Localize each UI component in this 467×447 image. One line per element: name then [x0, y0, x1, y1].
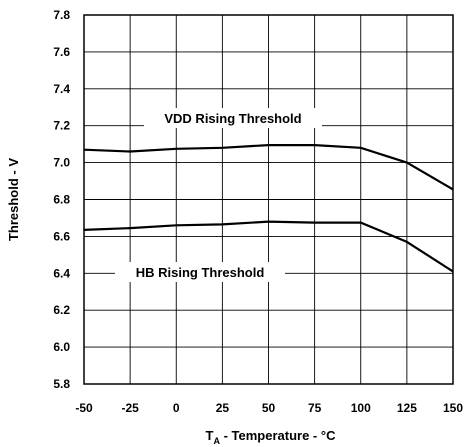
- x-tick-label: 50: [262, 401, 276, 415]
- y-tick-label: 7.8: [53, 8, 70, 22]
- y-axis-label: Threshold - V: [6, 158, 21, 241]
- y-tick-label: 6.6: [53, 229, 70, 243]
- x-tick-label: -25: [121, 401, 139, 415]
- y-tick-labels: 7.8 7.6 7.4 7.2 7.0 6.8 6.6 6.4 6.2 6.0 5.8: [53, 8, 70, 391]
- series-label-bg: [115, 262, 285, 282]
- y-tick-label: 7.6: [53, 45, 70, 59]
- y-tick-label: 6.8: [53, 193, 70, 207]
- x-tick-label: 25: [216, 401, 230, 415]
- series-label-1: VDD Rising Threshold: [164, 111, 301, 126]
- y-tick-label: 7.2: [53, 119, 70, 133]
- x-tick-label: -50: [75, 401, 93, 415]
- series-label-2: HB Rising Threshold: [136, 265, 265, 280]
- grid: [83, 14, 454, 385]
- series-line-1: [83, 144, 454, 191]
- y-tick-label: 6.4: [53, 266, 70, 280]
- x-tick-label: 0: [173, 401, 180, 415]
- x-axis-label-rest: - Temperature - °C: [220, 428, 336, 443]
- series-label-bg: [144, 108, 322, 128]
- x-axis-label-sub: A: [213, 436, 220, 446]
- x-tick-labels: -50 -25 0 25 50 75 100 125 150: [75, 401, 463, 415]
- y-tick-label: 7.4: [53, 82, 70, 96]
- x-axis-label-main: T: [206, 428, 214, 443]
- y-tick-label: 5.8: [53, 377, 70, 391]
- x-tick-label: 125: [397, 401, 417, 415]
- series-line-2: [83, 220, 454, 273]
- x-tick-label: 150: [443, 401, 463, 415]
- y-tick-label: 6.0: [53, 340, 70, 354]
- plot-frame: [83, 14, 454, 385]
- series-labels: VDD Rising Threshold HB Rising Threshold: [115, 108, 322, 282]
- y-tick-label: 6.2: [53, 303, 70, 317]
- x-axis-label: TA - Temperature - °C: [206, 428, 337, 446]
- y-tick-label: 7.0: [53, 156, 70, 170]
- x-tick-label: 100: [351, 401, 371, 415]
- series-layer: [83, 144, 454, 273]
- x-tick-label: 75: [308, 401, 322, 415]
